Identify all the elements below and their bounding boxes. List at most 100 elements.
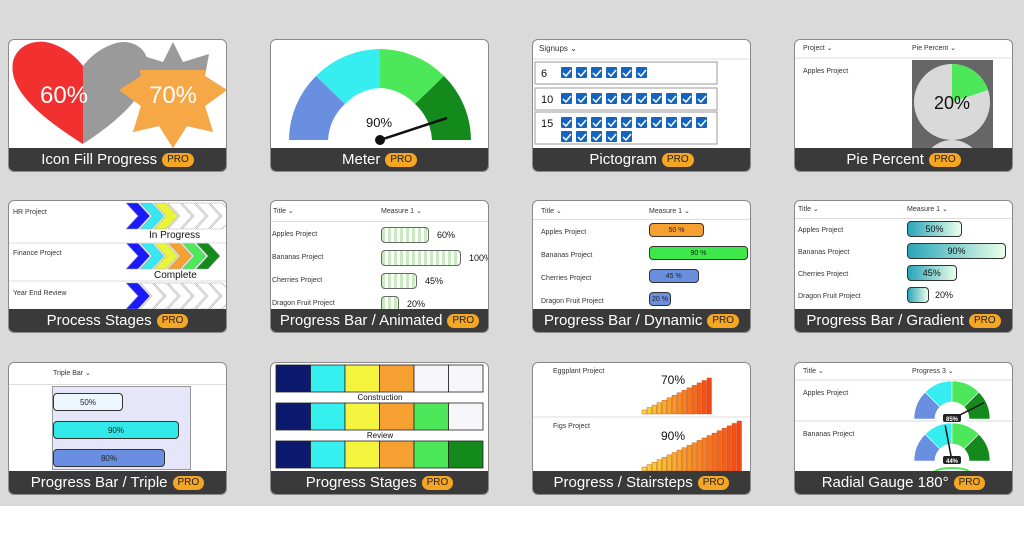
col-project: Project ⌄ (803, 45, 833, 52)
stair-bar (666, 397, 672, 415)
stair-bar (671, 452, 677, 472)
checkbox-icon (621, 131, 632, 142)
col-progress: Progress 3 ⌄ (912, 368, 954, 375)
stair-bar (706, 435, 712, 472)
card-progress-bar-triple[interactable]: Triple Bar ⌄ 50% 90% 80% Progress Bar / Tr… (8, 362, 227, 495)
checkbox-icon (591, 93, 602, 104)
card-progress-bar-animated[interactable]: Title ⌄ Measure 1 ⌄ Apples Project 60% Ban… (270, 200, 489, 333)
card-title: Icon Fill Progress (41, 151, 158, 168)
gradient-row-label: Apples Project (798, 227, 844, 234)
stair-bar (686, 445, 692, 472)
animated-row-label: Dragon Fruit Project (272, 300, 335, 307)
stair-bar (736, 420, 742, 472)
stair-bar (721, 428, 727, 472)
card-title: Progress Bar / Triple (30, 474, 168, 491)
pro-badge: PRO (928, 152, 961, 167)
animated-bar (381, 296, 399, 311)
card-radial-gauge[interactable]: Title ⌄ Progress 3 ⌄ Apples Project Bana… (794, 362, 1013, 495)
pie-value: 20% (934, 93, 970, 113)
pie-svg: 20% (795, 57, 1012, 150)
gradient-bar (907, 221, 962, 237)
pie-preview: Project ⌄ Pie Percent ⌄ Apples Project 2… (795, 40, 1012, 150)
card-pie-percent[interactable]: Project ⌄ Pie Percent ⌄ Apples Project 2… (794, 39, 1013, 172)
dynamic-bar: 90 % (649, 246, 748, 260)
card-progress-bar-gradient[interactable]: Title ⌄ Measure 1 ⌄ Apples Project 50% Ban… (794, 200, 1013, 333)
star-value: 70% (149, 82, 197, 109)
gradient-bar-value: 90% (947, 246, 966, 256)
checkbox-icon (666, 117, 677, 128)
stair-bar (696, 440, 702, 472)
checkbox-icon (621, 67, 632, 78)
card-label: Progress Bar / Triple PRO (9, 471, 226, 494)
gauge-segment (963, 433, 991, 462)
stair-bar (641, 409, 647, 415)
card-title: Meter (341, 151, 381, 168)
stair-bar (691, 385, 697, 415)
progress-stages-preview: Construction Review (271, 363, 488, 473)
animated-bar (381, 227, 429, 243)
pro-badge: PRO (172, 475, 205, 490)
stage-cell (310, 440, 346, 469)
card-pictogram[interactable]: Signups ⌄ 6 10 15 Pictogram PRO (532, 39, 751, 172)
checkbox-icon (651, 93, 662, 104)
animated-bar-value: 20% (407, 299, 426, 309)
card-progress-stairsteps[interactable]: 70% 90% Eggplant Project Figs Project Pr… (532, 362, 751, 495)
stage-cell (448, 364, 484, 393)
checkbox-icon (666, 93, 677, 104)
stage-cell (379, 402, 415, 431)
stage-chevron (139, 202, 165, 230)
checkbox-icon (606, 131, 617, 142)
gradient-row-label: Cherries Project (798, 271, 849, 278)
checkbox-icon (681, 93, 692, 104)
process-status-hr: In Progress (149, 230, 201, 241)
triple-bar: 80% (53, 449, 165, 467)
pro-badge: PRO (661, 152, 694, 167)
pro-badge: PRO (385, 152, 417, 167)
card-label: Progress Bar / Animated PRO (271, 309, 488, 332)
radial-gauge-preview: Title ⌄ Progress 3 ⌄ Apples Project Bana… (795, 363, 1012, 473)
animated-row-label: Bananas Project (272, 254, 324, 261)
card-label: Progress / Stairsteps PRO (533, 471, 750, 494)
card-progress-bar-dynamic[interactable]: Title ⌄ Measure 1 ⌄ Apples Project 50 % Ba… (532, 200, 751, 333)
col-triple: Triple Bar ⌄ (53, 370, 91, 377)
checkbox-icon (606, 93, 617, 104)
stage-label-review: Review (367, 431, 393, 440)
stair-bar (691, 442, 697, 472)
gauge-row-apples: Apples Project (803, 390, 849, 397)
stair-bar (661, 457, 667, 472)
pro-badge: PRO (156, 313, 189, 328)
card-label: Pie Percent PRO (795, 148, 1012, 171)
stairsteps-svg: 70% 90% (533, 373, 750, 472)
animated-bar (381, 273, 417, 289)
gradient-bar-value: 50% (925, 224, 944, 234)
card-meter[interactable]: 90% Meter PRO (270, 39, 489, 172)
checkbox-icon (561, 131, 572, 142)
pro-badge: PRO (447, 313, 480, 328)
meter-svg: 90% (289, 49, 471, 145)
gradient-bar (907, 287, 929, 303)
pro-badge: PRO (697, 475, 730, 490)
card-title: Progress Stages (305, 474, 417, 491)
checkbox-icon (591, 67, 602, 78)
process-row-hr: HR Project (13, 209, 47, 216)
stair-bar (681, 447, 687, 472)
stage-label-construction: Construction (358, 393, 403, 402)
checkbox-icon (621, 117, 632, 128)
card-process-stages[interactable]: HR Project Finance Project Year End Revi… (8, 200, 227, 333)
card-label: Radial Gauge 180° PRO (795, 471, 1012, 494)
gauge-needle (944, 425, 953, 462)
dynamic-row-label: Bananas Project (541, 252, 593, 259)
gradient-row-label: Dragon Fruit Project (798, 293, 861, 300)
col-title: Title ⌄ (803, 368, 824, 375)
stair-bar (711, 432, 717, 472)
card-progress-stages[interactable]: Construction Review Progress Stages PRO (270, 362, 489, 495)
checkbox-icon (606, 117, 617, 128)
stair-bar (656, 402, 662, 415)
stage-chevron (195, 202, 221, 230)
stair-bar (701, 437, 707, 472)
stage-chevron (125, 202, 151, 230)
card-title: Progress / Stairsteps (553, 474, 693, 491)
stair-bar (686, 387, 692, 415)
pro-badge: PRO (707, 313, 740, 328)
card-icon-fill-progress[interactable]: 60% 70% Icon Fill Progress PRO (8, 39, 227, 172)
